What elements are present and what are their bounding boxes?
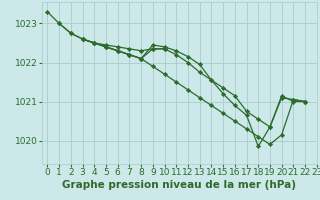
X-axis label: Graphe pression niveau de la mer (hPa): Graphe pression niveau de la mer (hPa) [62,180,296,190]
